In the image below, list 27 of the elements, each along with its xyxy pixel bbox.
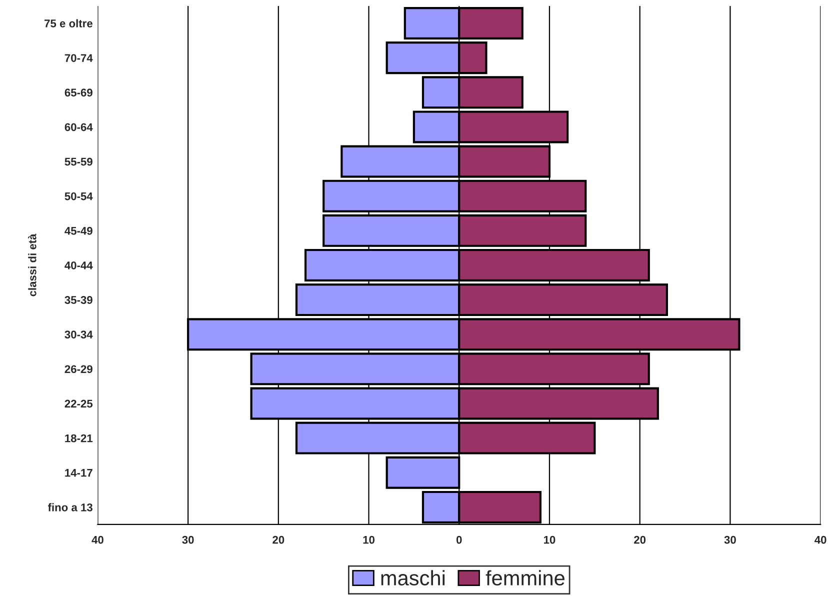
y-tick-label: 55-59 <box>64 158 92 166</box>
x-tick-label: 0 <box>456 536 462 544</box>
x-tick-label: 40 <box>92 536 104 544</box>
y-tick-label: 26-29 <box>64 365 92 374</box>
y-tick-label: 65-69 <box>64 88 92 97</box>
y-tick-label: 70-74 <box>64 54 93 62</box>
legend-label: femmine <box>486 570 564 586</box>
x-tick-label: 30 <box>724 536 736 544</box>
y-tick-label: 14-17 <box>65 469 92 477</box>
x-tick-label: 10 <box>544 536 556 544</box>
x-tick-label: 10 <box>363 536 374 544</box>
y-tick-label: 30-34 <box>64 330 93 339</box>
y-tick-label: 60-64 <box>64 123 93 132</box>
y-tick-label: 22-25 <box>64 400 93 408</box>
y-tick-label: 35-39 <box>64 296 92 304</box>
y-tick-label: 40-44 <box>64 261 93 270</box>
y-axis-title: classi di età <box>28 234 36 296</box>
y-tick-label: 75 e oltre <box>44 19 92 28</box>
y-tick-label: fino a 13 <box>48 503 92 512</box>
y-tick-label: 45-49 <box>64 226 92 235</box>
x-tick-label: 20 <box>634 536 646 544</box>
x-tick-label: 40 <box>814 536 826 544</box>
x-tick-label: 20 <box>272 536 284 544</box>
y-tick-label: 18-21 <box>65 434 93 442</box>
y-tick-label: 50-54 <box>64 192 93 200</box>
x-tick-label: 30 <box>182 536 194 544</box>
legend-label: maschi <box>381 570 445 586</box>
